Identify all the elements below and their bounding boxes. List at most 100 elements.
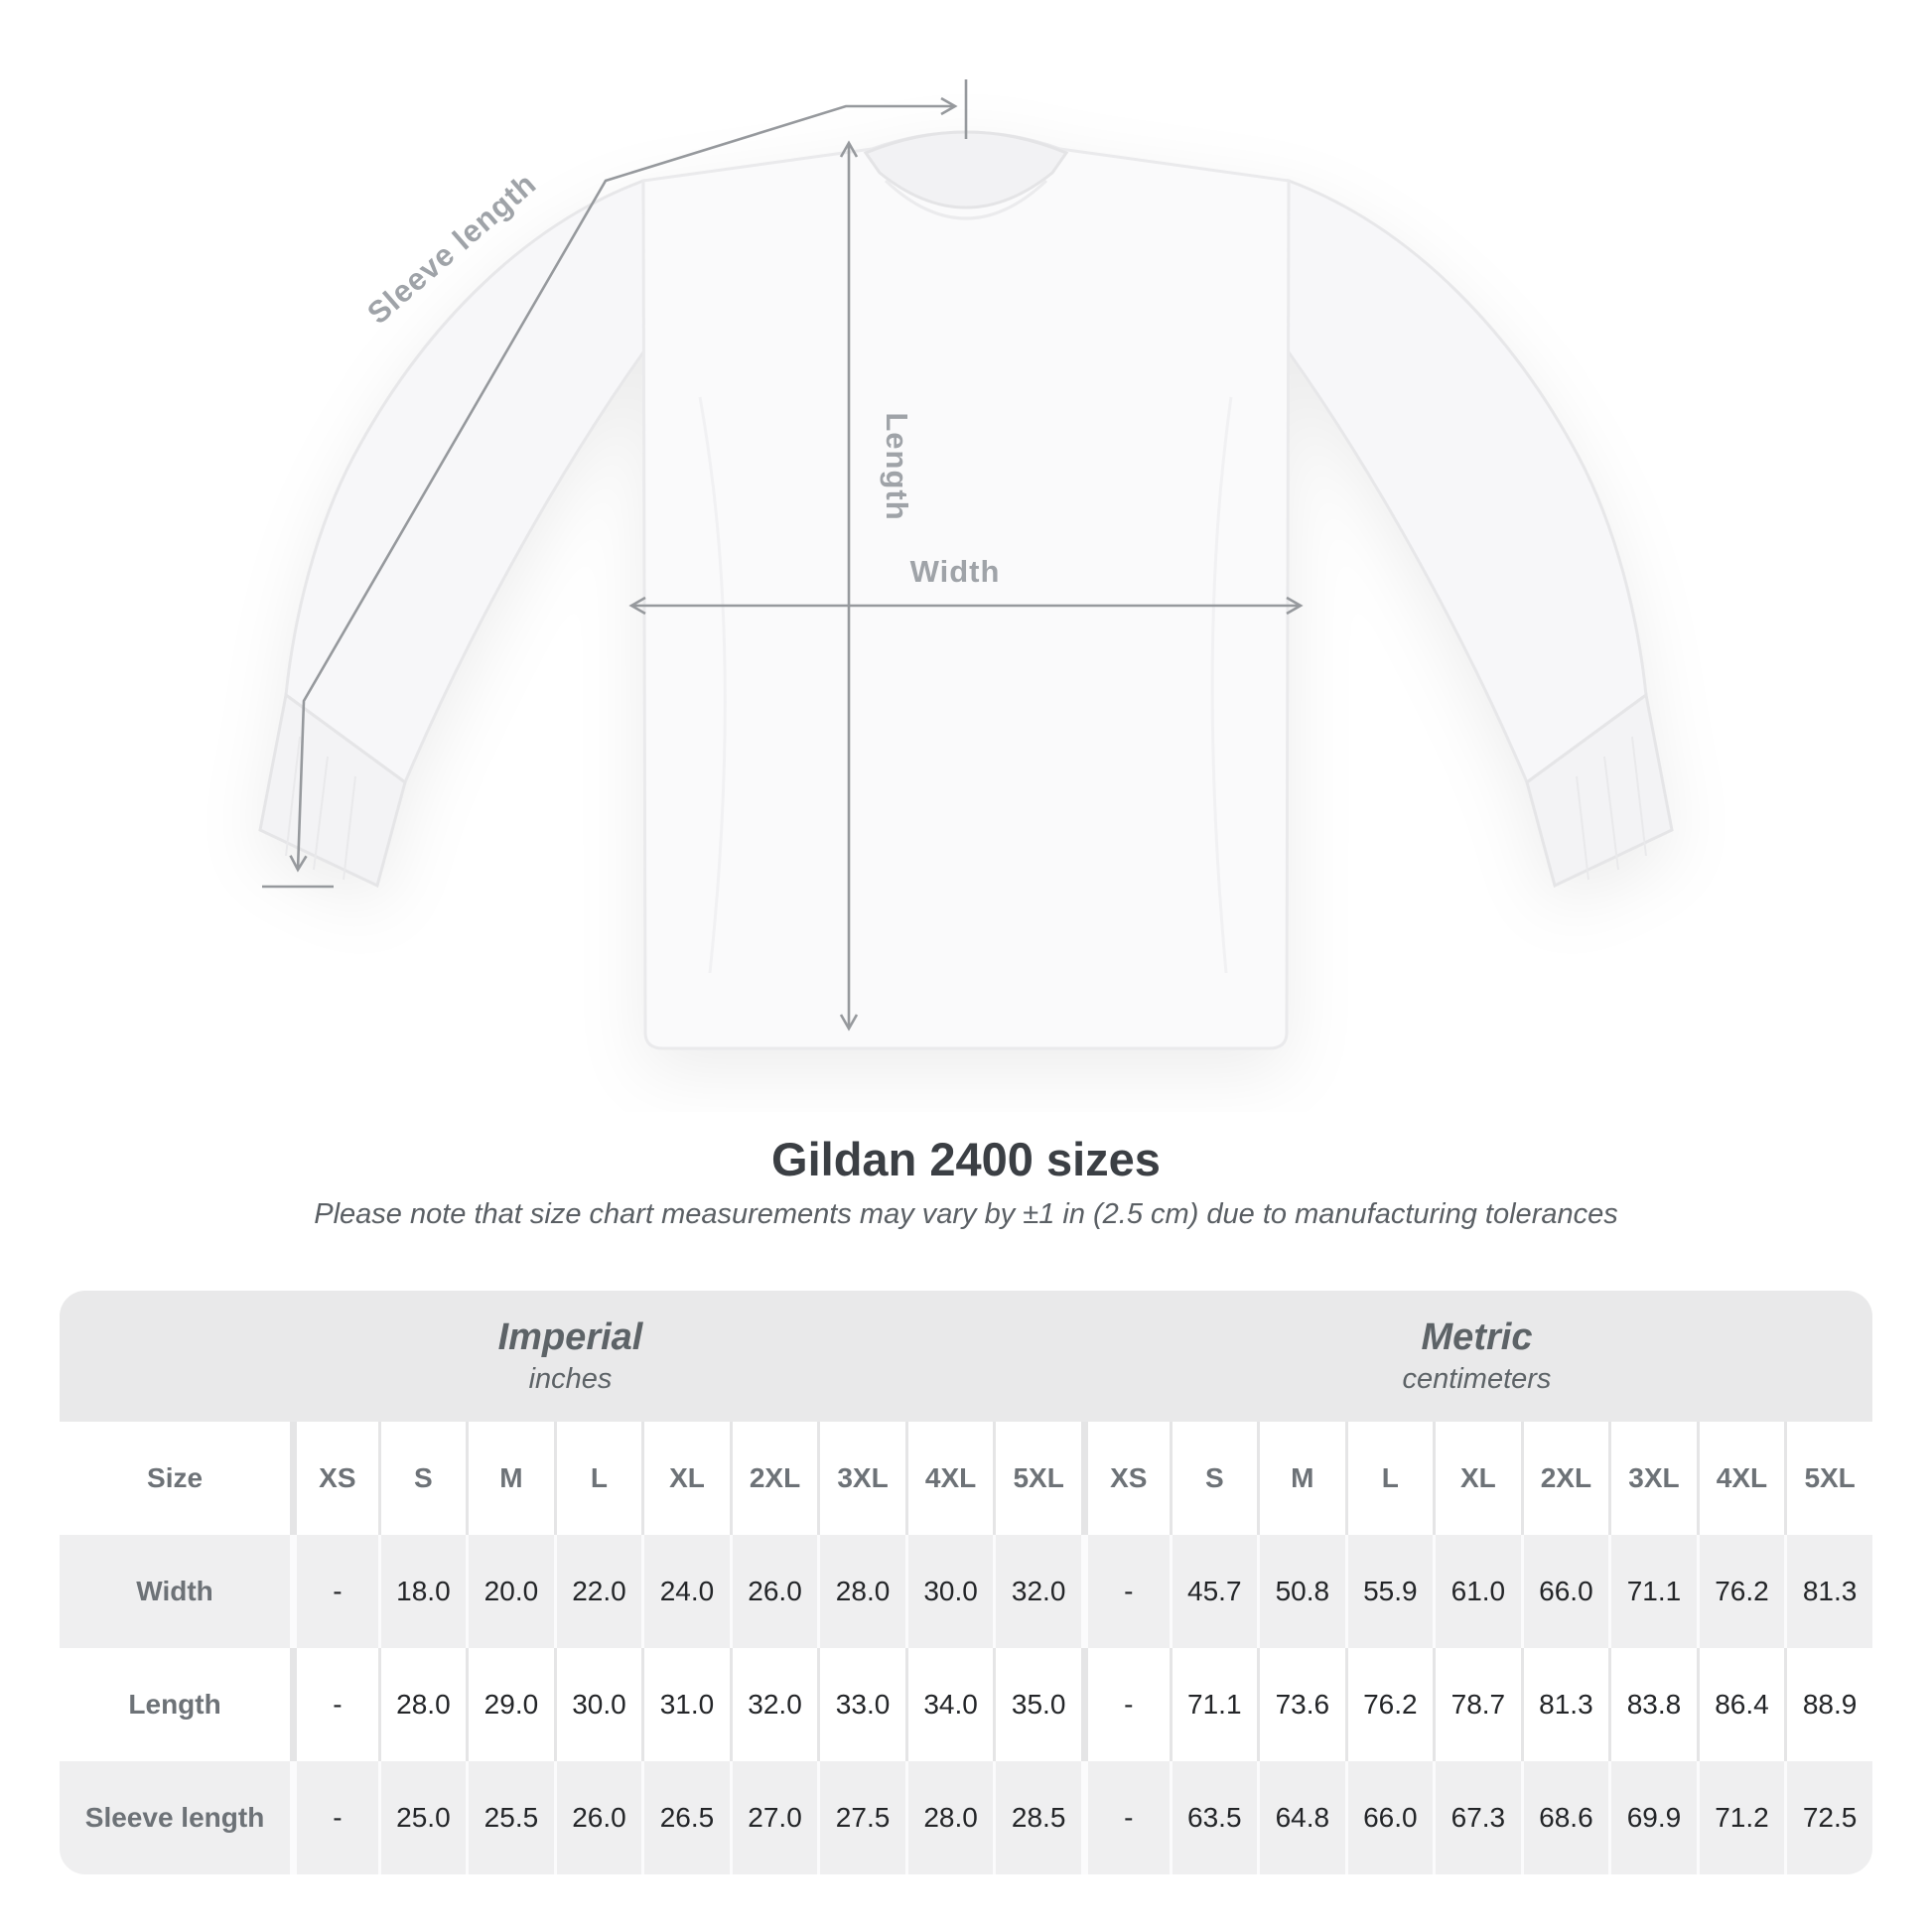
shirt-body (641, 130, 1291, 1050)
value-cell: 76.2 (1344, 1648, 1434, 1761)
value-cell: 81.3 (1520, 1648, 1609, 1761)
size-col-header: 3XL (1608, 1422, 1697, 1535)
value-cell: 28.0 (817, 1535, 905, 1648)
value-cell: - (1080, 1648, 1170, 1761)
page-title: Gildan 2400 sizes (771, 1133, 1161, 1185)
shirt-mockup-image: Sleeve length Length Width (258, 79, 1674, 1050)
value-cell: 83.8 (1608, 1648, 1697, 1761)
metric-group-header: Metric centimeters (1080, 1291, 1872, 1422)
value-cell: 68.6 (1520, 1761, 1609, 1874)
size-col-header: M (1257, 1422, 1345, 1535)
size-col-header: XS (1080, 1422, 1170, 1535)
table-row-width: Width - 18.0 20.0 22.0 24.0 26.0 28.0 30… (60, 1535, 1872, 1648)
size-col-header: XL (641, 1422, 730, 1535)
row-label: Width (60, 1535, 291, 1648)
right-cuff-ribs (1576, 736, 1647, 881)
table-row-length: Length - 28.0 29.0 30.0 31.0 32.0 33.0 3… (60, 1648, 1872, 1761)
size-col-header: 2XL (729, 1422, 818, 1535)
value-cell: 29.0 (466, 1648, 554, 1761)
value-cell: 72.5 (1784, 1761, 1872, 1874)
tolerance-note: Please note that size chart measurements… (314, 1198, 1618, 1230)
right-cuff (1525, 692, 1674, 889)
unit-group-row: Imperial inches Metric centimeters (60, 1291, 1872, 1422)
value-cell: 66.0 (1520, 1535, 1609, 1648)
value-cell: 27.0 (729, 1761, 818, 1874)
value-cell: - (1080, 1761, 1170, 1874)
value-cell: - (290, 1535, 378, 1648)
value-cell: 30.0 (553, 1648, 642, 1761)
value-cell: 73.6 (1257, 1648, 1345, 1761)
row-label: Length (60, 1648, 291, 1761)
size-guide-diagram: Sleeve length Length Width (258, 79, 1674, 1050)
measurement-lines (262, 79, 1304, 1032)
size-col-header: 2XL (1520, 1422, 1609, 1535)
value-cell: - (1080, 1535, 1170, 1648)
imperial-group-title: Imperial (497, 1315, 643, 1358)
value-cell: 28.5 (993, 1761, 1081, 1874)
value-cell: 20.0 (466, 1535, 554, 1648)
value-cell: 22.0 (553, 1535, 642, 1648)
value-cell: 30.0 (904, 1535, 994, 1648)
size-col-header: 4XL (1696, 1422, 1785, 1535)
value-cell: 78.7 (1433, 1648, 1521, 1761)
size-col-header: S (377, 1422, 467, 1535)
size-header: Size (60, 1422, 291, 1535)
size-col-header: S (1169, 1422, 1258, 1535)
value-cell: 71.1 (1608, 1535, 1697, 1648)
value-cell: 18.0 (377, 1535, 467, 1648)
value-cell: 32.0 (729, 1648, 818, 1761)
size-chart-table: Imperial inches Metric centimeters Size … (60, 1291, 1872, 1874)
value-cell: 33.0 (817, 1648, 905, 1761)
value-cell: 61.0 (1433, 1535, 1521, 1648)
value-cell: 86.4 (1696, 1648, 1785, 1761)
value-cell: 25.0 (377, 1761, 467, 1874)
value-cell: 28.0 (904, 1761, 994, 1874)
value-cell: - (290, 1648, 378, 1761)
size-col-header: 5XL (993, 1422, 1081, 1535)
table-row-sleeve-length: Sleeve length - 25.0 25.5 26.0 26.5 27.0… (60, 1761, 1872, 1874)
value-cell: 35.0 (993, 1648, 1081, 1761)
value-cell: 45.7 (1169, 1535, 1258, 1648)
size-col-header: XL (1433, 1422, 1521, 1535)
value-cell: 26.0 (553, 1761, 642, 1874)
value-cell: 63.5 (1169, 1761, 1258, 1874)
value-cell: 88.9 (1784, 1648, 1872, 1761)
value-cell: 67.3 (1433, 1761, 1521, 1874)
size-col-header: 4XL (904, 1422, 994, 1535)
value-cell: 31.0 (641, 1648, 730, 1761)
right-sleeve (1285, 178, 1648, 785)
size-col-header: L (1344, 1422, 1434, 1535)
size-col-header: M (466, 1422, 554, 1535)
value-cell: 32.0 (993, 1535, 1081, 1648)
size-chart-table-container: Imperial inches Metric centimeters Size … (60, 1291, 1872, 1874)
value-cell: 81.3 (1784, 1535, 1872, 1648)
value-cell: 24.0 (641, 1535, 730, 1648)
long-sleeve-shirt (258, 130, 1674, 1050)
value-cell: 55.9 (1344, 1535, 1434, 1648)
value-cell: 64.8 (1257, 1761, 1345, 1874)
value-cell: 28.0 (377, 1648, 467, 1761)
value-cell: 34.0 (904, 1648, 994, 1761)
size-col-header: 5XL (1784, 1422, 1872, 1535)
row-label: Sleeve length (60, 1761, 291, 1874)
value-cell: 66.0 (1344, 1761, 1434, 1874)
value-cell: 50.8 (1257, 1535, 1345, 1648)
length-label: Length (880, 412, 914, 520)
sleeve-length-arrow (289, 96, 958, 873)
value-cell: 71.2 (1696, 1761, 1785, 1874)
metric-group-unit: centimeters (1402, 1363, 1552, 1396)
size-col-header: 3XL (817, 1422, 905, 1535)
value-cell: - (290, 1761, 378, 1874)
size-col-header: XS (290, 1422, 378, 1535)
value-cell: 71.1 (1169, 1648, 1258, 1761)
size-col-header: L (553, 1422, 642, 1535)
value-cell: 26.0 (729, 1535, 818, 1648)
value-cell: 26.5 (641, 1761, 730, 1874)
left-sleeve (284, 178, 647, 785)
imperial-group-header: Imperial inches (60, 1291, 1081, 1422)
value-cell: 69.9 (1608, 1761, 1697, 1874)
metric-group-title: Metric (1421, 1315, 1533, 1358)
value-cell: 27.5 (817, 1761, 905, 1874)
size-header-row: Size XS S M L XL 2XL 3XL 4XL 5XL XS S M … (60, 1422, 1872, 1535)
width-label: Width (910, 554, 1001, 589)
